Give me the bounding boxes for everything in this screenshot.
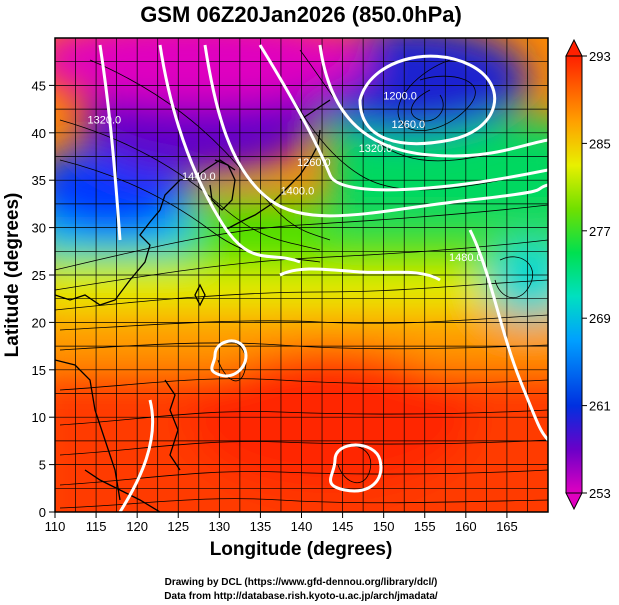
contour-label: 1260.0 xyxy=(391,119,425,131)
streamline xyxy=(59,378,548,391)
y-tick-label: 25 xyxy=(32,268,46,283)
x-tick-label: 110 xyxy=(45,519,66,534)
x-tick-label: 160 xyxy=(455,519,477,534)
x-tick-label: 150 xyxy=(373,519,395,534)
streamline xyxy=(494,256,533,298)
colorbar-tick-label: 253 xyxy=(589,486,611,501)
contour-label: 1320.0 xyxy=(87,114,121,126)
streamline xyxy=(59,439,548,456)
streamline xyxy=(55,204,548,271)
x-tick-label: 165 xyxy=(496,519,518,534)
streamline xyxy=(397,59,476,131)
streamline xyxy=(410,89,444,122)
colorbar-tick-label: 277 xyxy=(589,224,611,239)
coastlines xyxy=(55,99,331,512)
streamline xyxy=(55,279,548,311)
colorbar-bottom-arrow xyxy=(565,492,583,511)
contour-mid xyxy=(279,267,441,282)
colorbar-body xyxy=(565,55,583,494)
colorbar-tick-label: 285 xyxy=(589,136,611,151)
contour-labels: 1200.0 1260.0 1320.0 1260.0 1400.0 1440.0 1320… xyxy=(87,91,482,264)
x-axis: 110 115 120 125 130 135 140 145 150 155 160 165 xyxy=(45,512,518,534)
contour-label: 1480.0 xyxy=(449,252,483,264)
contour-1260 xyxy=(318,44,548,158)
x-tick-label: 145 xyxy=(332,519,354,534)
y-tick-label: 0 xyxy=(39,505,46,520)
y-tick-label: 35 xyxy=(32,173,46,188)
y-axis-label: Latitude (degrees) xyxy=(2,193,23,358)
contour-1400 xyxy=(203,44,548,218)
x-tick-label: 130 xyxy=(208,519,230,534)
contour-label: 1320.0 xyxy=(359,143,393,155)
x-tick-label: 120 xyxy=(126,519,148,534)
x-tick-label: 115 xyxy=(86,519,107,534)
contour-high-south xyxy=(329,443,383,493)
contour-1200 xyxy=(358,54,497,146)
contour-label: 1260.0 xyxy=(297,157,331,169)
coastline-taiwan xyxy=(194,283,206,307)
streamline xyxy=(55,239,548,291)
credit-data: Data from http://database.rish.kyoto-u.a… xyxy=(164,591,438,602)
height-contours xyxy=(98,44,548,512)
coastline-korea xyxy=(209,159,236,211)
contour-1320-west xyxy=(98,44,122,241)
colorbar: 253 261 269 277 285 293 xyxy=(565,38,611,511)
y-tick-label: 20 xyxy=(32,315,46,330)
contour-1480 xyxy=(468,229,548,441)
coastline-indochina xyxy=(55,359,121,501)
colorbar-tick-label: 293 xyxy=(589,49,611,64)
streamline xyxy=(59,342,548,351)
streamline xyxy=(59,469,548,486)
streamline xyxy=(59,409,548,426)
colorbar-tick-label: 269 xyxy=(589,311,611,326)
colorbar-top-arrow xyxy=(565,38,583,57)
contour-1320 xyxy=(258,44,548,192)
streamline xyxy=(59,314,548,331)
credit-drawing: Drawing by DCL (https://www.gfd-dennou.o… xyxy=(165,577,438,588)
temp-blob-cyan-east xyxy=(485,240,548,320)
x-tick-label: 155 xyxy=(414,519,436,534)
temp-blob-red-center xyxy=(190,350,470,490)
y-tick-label: 30 xyxy=(32,221,46,236)
streamline xyxy=(59,498,548,509)
contour-label: 1400.0 xyxy=(281,185,315,197)
temp-band-green-east xyxy=(330,120,548,230)
coastline-philippines xyxy=(164,379,181,471)
lat-lon-grid xyxy=(55,38,548,512)
y-tick-label: 10 xyxy=(32,410,46,425)
y-tick-label: 40 xyxy=(32,126,46,141)
y-tick-label: 45 xyxy=(32,78,46,93)
contour-high-center xyxy=(210,339,248,378)
contour-1440 xyxy=(158,44,301,264)
x-tick-label: 135 xyxy=(250,519,272,534)
x-axis-label: Longitude (degrees) xyxy=(210,539,393,560)
contour-south-west xyxy=(118,399,155,512)
x-tick-label: 140 xyxy=(291,519,313,534)
contour-label: 1440.0 xyxy=(182,171,216,183)
colorbar-ticks: 253 261 269 277 285 293 xyxy=(582,49,611,501)
y-axis: 0 5 10 15 20 25 30 35 40 45 xyxy=(32,78,55,520)
streamline xyxy=(59,119,321,251)
coastline-japan xyxy=(224,99,331,231)
contour-label: 1200.0 xyxy=(383,91,417,103)
chart-title: GSM 06Z20Jan2026 (850.0hPa) xyxy=(140,2,462,27)
x-tick-label: 125 xyxy=(167,519,189,534)
y-tick-label: 5 xyxy=(39,458,46,473)
y-tick-label: 15 xyxy=(32,363,46,378)
colorbar-tick-label: 261 xyxy=(589,399,611,414)
coastline-borneo xyxy=(84,469,161,512)
temp-blob-magenta xyxy=(55,38,370,105)
